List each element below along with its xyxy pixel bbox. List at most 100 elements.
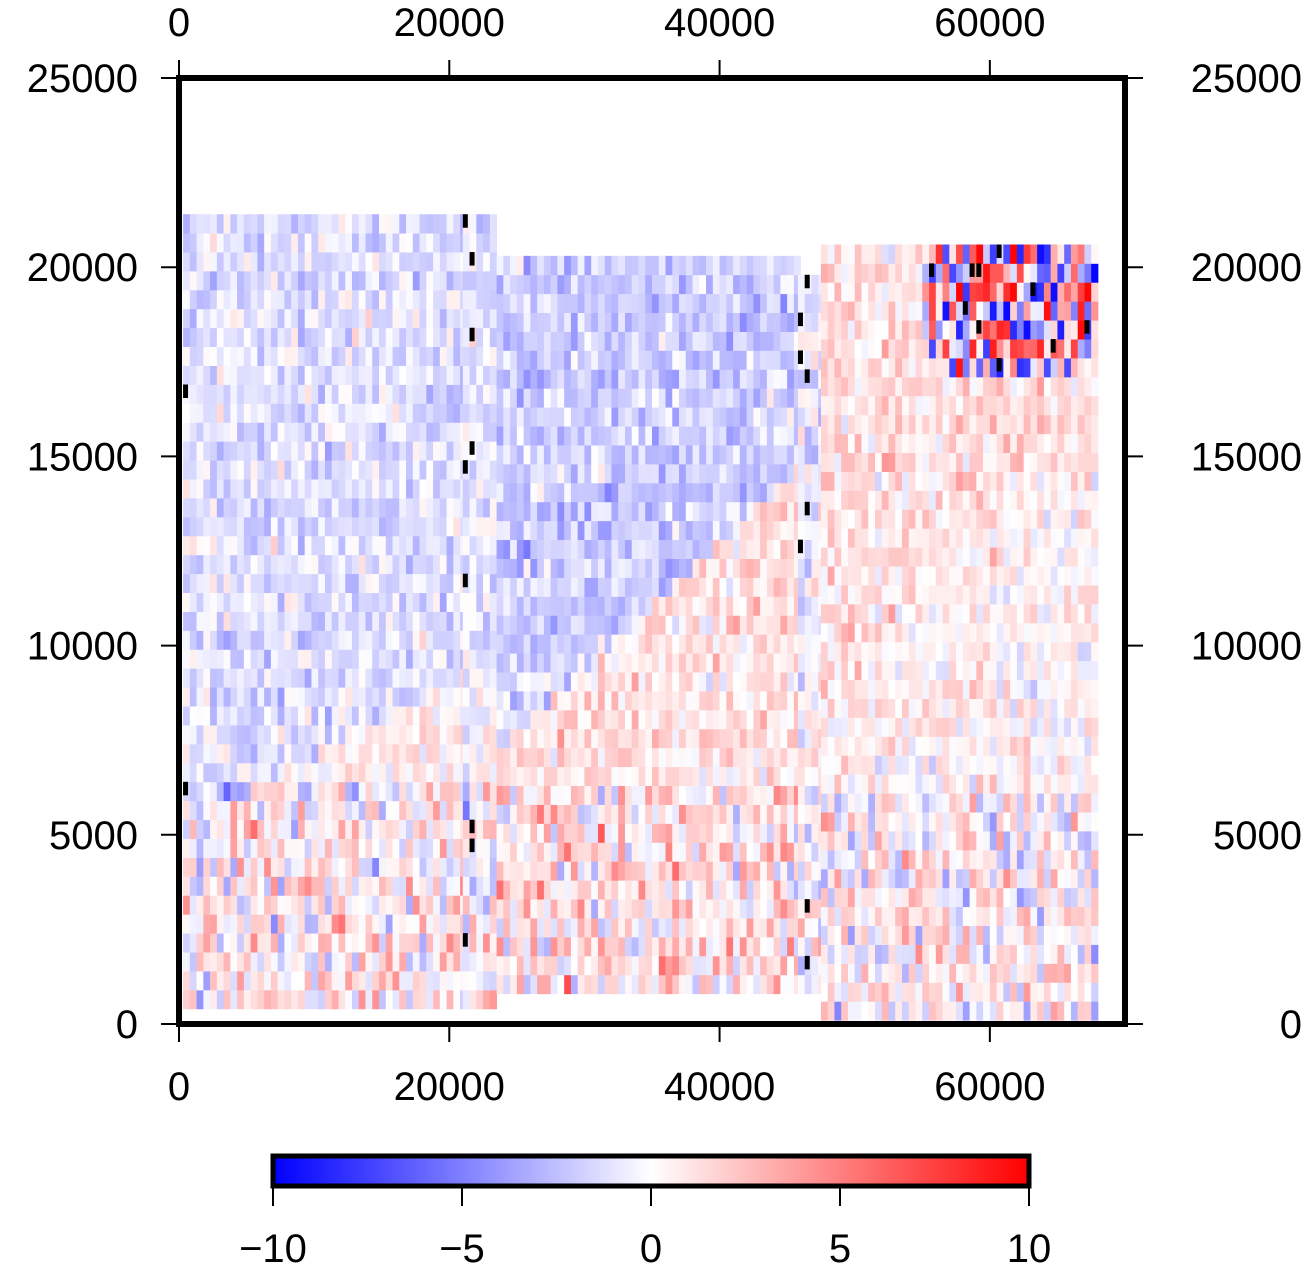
heatmap-cell <box>881 566 889 586</box>
heatmap-cell <box>530 501 538 522</box>
heatmap-cell <box>719 407 727 427</box>
heatmap-cell <box>719 274 727 295</box>
heatmap-cell <box>264 308 272 329</box>
heatmap-cell <box>270 762 279 783</box>
heatmap-cell <box>345 554 353 575</box>
heatmap-cell <box>841 414 849 435</box>
heatmap-cell <box>318 233 326 253</box>
heatmap-cell <box>203 668 211 688</box>
heatmap-cell <box>385 365 393 385</box>
heatmap-cell <box>739 899 747 919</box>
heatmap-cell <box>406 403 414 423</box>
heatmap-cell <box>311 308 319 329</box>
heatmap-cell <box>297 516 306 537</box>
heatmap-cell <box>557 482 565 503</box>
heatmap-cell <box>793 539 802 559</box>
heatmap-cell <box>291 516 299 537</box>
heatmap-cell <box>257 611 265 631</box>
heatmap-cell <box>868 755 876 775</box>
heatmap-cell <box>915 868 923 889</box>
heatmap-cell <box>820 679 829 699</box>
heatmap-cell <box>557 672 565 692</box>
heatmap-cell <box>270 781 279 802</box>
heatmap-cell <box>929 320 937 340</box>
heatmap-cell <box>611 804 619 824</box>
heatmap-cell <box>291 857 299 877</box>
heatmap-cell <box>739 842 747 862</box>
heatmap-cell <box>426 800 434 821</box>
heatmap-cell <box>338 952 346 972</box>
heatmap-cell <box>591 369 599 389</box>
heatmap-cell <box>868 925 876 945</box>
heatmap-cell <box>861 433 869 454</box>
heatmap-cell <box>811 709 819 730</box>
heatmap-cell <box>962 944 970 964</box>
heatmap-cell <box>284 441 292 461</box>
heatmap-cell <box>624 766 633 787</box>
heatmap-cell <box>854 622 862 643</box>
heatmap-cell <box>597 918 606 938</box>
heatmap-cell <box>189 895 197 915</box>
heatmap-cell <box>570 974 579 995</box>
heatmap-cell <box>935 755 943 775</box>
heatmap-cell <box>638 785 646 805</box>
heatmap-cell <box>230 706 238 726</box>
heatmap-cell <box>372 384 380 404</box>
heatmap-cell <box>196 327 204 348</box>
heatmap-cell <box>419 687 427 707</box>
heatmap-cell <box>392 308 400 329</box>
heatmap-cell <box>969 395 977 416</box>
heatmap-cell <box>476 535 484 556</box>
heatmap-cell <box>196 535 204 556</box>
heatmap-cell <box>338 876 346 896</box>
heatmap-cell <box>915 982 923 1002</box>
heatmap-cell <box>733 274 741 295</box>
heatmap-cell <box>949 641 957 662</box>
heatmap-cell <box>902 452 910 472</box>
heatmap-cell <box>406 573 414 594</box>
heatmap-cell <box>483 516 491 537</box>
heatmap-cell <box>922 395 930 416</box>
heatmap-cell <box>503 804 511 824</box>
heatmap-cell <box>712 255 720 276</box>
heatmap-cell <box>250 762 258 783</box>
heatmap-cell <box>631 615 639 635</box>
heatmap-cell <box>665 653 673 673</box>
heatmap-cell <box>399 989 407 1010</box>
heatmap-cell <box>351 384 360 404</box>
heatmap-cell <box>392 838 400 858</box>
heatmap-cell <box>989 471 998 491</box>
heatmap-cell <box>365 327 373 348</box>
heatmap-cell <box>820 585 829 605</box>
heatmap-cell <box>847 1001 856 1021</box>
heatmap-cell <box>949 603 957 624</box>
heatmap-cell <box>243 554 252 575</box>
heatmap-cell <box>203 441 211 461</box>
heatmap-cell <box>223 346 231 366</box>
heatmap-cell <box>820 812 829 832</box>
heatmap-cell <box>476 933 484 953</box>
heatmap-cell <box>841 433 849 454</box>
heatmap-cell <box>773 861 781 881</box>
heatmap-cell <box>733 501 741 522</box>
heatmap-cell <box>922 320 930 340</box>
heatmap-cell <box>351 327 360 348</box>
heatmap-cell <box>210 327 218 348</box>
heatmap-cell <box>338 270 346 291</box>
heatmap-cell <box>358 649 366 669</box>
heatmap-cell <box>496 274 504 295</box>
heatmap-cell <box>570 426 579 446</box>
heatmap-cell <box>888 263 896 283</box>
heatmap-cell <box>385 441 393 461</box>
heatmap-cell <box>922 263 930 283</box>
heatmap-cell <box>304 346 312 366</box>
heatmap-cell <box>861 849 869 870</box>
heatmap-cell <box>365 535 373 556</box>
heatmap-cell <box>270 214 279 234</box>
heatmap-cell <box>392 365 400 385</box>
heatmap-cell <box>874 925 883 945</box>
heatmap-cell <box>797 407 806 427</box>
heatmap-cell <box>483 327 491 348</box>
heatmap-cell <box>406 441 414 461</box>
heatmap-cell <box>922 282 930 302</box>
